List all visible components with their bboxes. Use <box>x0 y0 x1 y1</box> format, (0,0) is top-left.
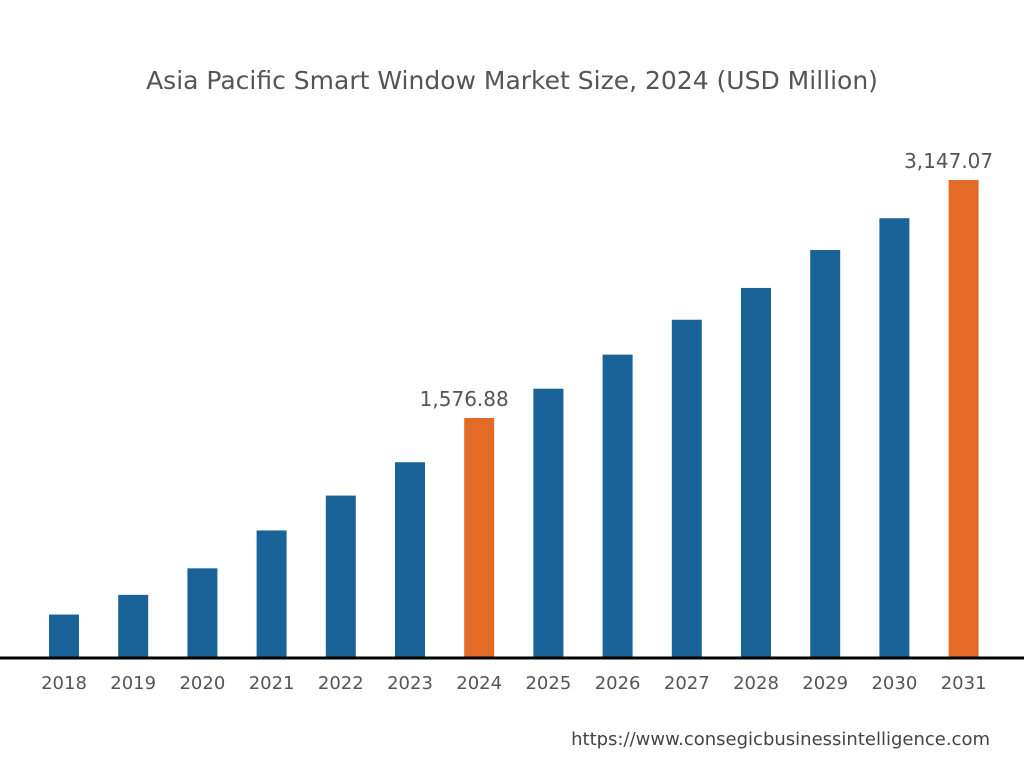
bar-2024 <box>464 417 495 657</box>
x-tick-label: 2025 <box>525 673 571 694</box>
x-tick-label: 2022 <box>318 673 364 694</box>
x-tick-label: 2019 <box>110 673 156 694</box>
source-url[interactable]: https://www.consegicbusinessintelligence… <box>571 729 990 750</box>
bar-2018 <box>49 614 79 657</box>
bar-2027 <box>671 319 702 657</box>
x-tick-label: 2028 <box>733 673 779 694</box>
x-tick-label: 2031 <box>941 673 987 694</box>
data-label-2024: 1,576.88 <box>420 387 509 411</box>
x-tick-label: 2020 <box>179 673 225 694</box>
chart-title: Asia Pacific Smart Window Market Size, 2… <box>146 66 878 95</box>
bar-2023 <box>395 462 425 657</box>
bar-2019 <box>118 594 149 657</box>
bar-2030 <box>879 218 910 658</box>
data-label-2031: 3,147.07 <box>904 149 993 173</box>
x-tick-label: 2024 <box>456 673 502 694</box>
x-tick-label: 2029 <box>802 673 848 694</box>
x-tick-label: 2023 <box>387 673 433 694</box>
x-tick-label: 2018 <box>41 673 87 694</box>
bar-2021 <box>256 530 287 657</box>
x-tick-label: 2030 <box>871 673 917 694</box>
bar-2029 <box>810 250 841 657</box>
bar-2020 <box>187 568 218 657</box>
x-tick-label: 2026 <box>595 673 641 694</box>
bar-2028 <box>741 287 771 657</box>
x-tick-label: 2027 <box>664 673 710 694</box>
bar-2025 <box>533 388 564 657</box>
bar-2031 <box>948 180 979 657</box>
bar-2026 <box>602 354 633 657</box>
x-tick-label: 2021 <box>249 673 295 694</box>
bar-2022 <box>325 495 356 657</box>
